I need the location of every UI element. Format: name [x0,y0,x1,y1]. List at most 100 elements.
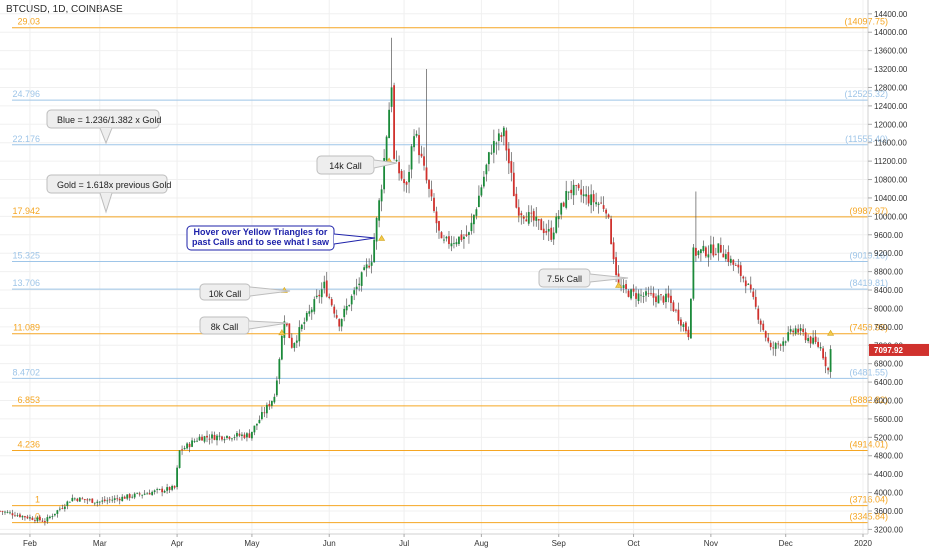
candle-body [21,515,24,518]
candle-body [777,343,780,345]
candle-body [300,324,303,330]
fib-level-price: (4914.01) [849,439,888,449]
candle-body [754,296,757,307]
candle-body [193,441,196,442]
candle-body [585,194,588,197]
candle-body [792,330,795,333]
candle-body [123,496,126,499]
candle-body [682,324,685,327]
grid-layer [0,0,868,534]
time-tick-label: Nov [704,539,718,548]
candle-body [827,367,829,371]
fib-level-ratio: 4.236 [17,439,40,449]
call-triangle-marker[interactable] [378,234,386,241]
candle-body [473,215,475,225]
candle-body [605,209,608,214]
candle-body [423,156,425,166]
candle-body [600,202,603,204]
candle-body [173,485,176,488]
candle-body [4,511,6,513]
candle-body [333,306,336,314]
candle-body [203,436,206,442]
candle-body [103,499,106,502]
candle-body [56,510,59,514]
time-tick-label: Jun [323,539,336,548]
candle-body [295,340,298,343]
candle-body [246,433,248,438]
candle-body [522,216,525,219]
candle-body [176,467,178,488]
candle-body [567,191,570,193]
candle-body [268,403,271,407]
candle-body [779,344,782,346]
candle-body [692,247,695,299]
candle-body [14,515,16,517]
price-tick-label: 6400.00 [874,378,903,387]
candle-body [495,142,498,144]
call-triangle-marker[interactable] [827,329,835,336]
candle-body [270,401,273,406]
candle-body [500,135,503,137]
candle-body [817,341,820,347]
candle-body [759,320,762,325]
price-tick-label: 10000.00 [874,212,908,221]
candle-body [223,439,226,441]
candle-body [81,498,84,500]
price-tick-label: 4400.00 [874,470,903,479]
price-tick-label: 11200.00 [874,157,907,166]
candle-body [809,336,812,344]
candle-body [420,153,423,157]
candle-body [310,309,313,313]
candle-body [440,232,443,239]
time-axis[interactable]: Feb Mar Apr May Jun Jul Aug Sep Oct Nov Dec 2020 [0,533,872,548]
price-axis[interactable]: 3200.00 3600.00 4000.00 4400.00 4800.00 5200.… [867,0,929,534]
price-tick-label: 12800.00 [874,83,908,92]
candle-body [490,152,493,154]
candle-body [632,288,635,292]
candle-body [595,202,598,205]
candle-body [308,311,311,314]
price-tick-label: 12000.00 [874,120,908,129]
candle-body [226,435,228,438]
candle-body [188,443,191,448]
fib-level-ratio: 13.706 [12,278,40,288]
call-10k-callout-pointer [249,286,291,297]
candle-body [365,264,368,269]
candle-body [315,295,318,298]
candle-body [675,309,677,311]
candle-body [183,448,186,450]
candle-body [572,184,575,196]
candle-body [680,319,682,326]
candle-body [370,262,373,266]
candle-body [687,329,690,338]
candle-body [48,516,51,518]
candle-body [46,517,49,522]
candle-body [158,489,161,490]
fib-level-price: (3716.04) [849,495,888,505]
candle-body [590,194,593,206]
blue-note-callout: Blue = 1.236/1.382 x Gold [46,109,161,145]
candle-body [540,219,543,231]
candle-body [707,254,710,258]
candle-body [717,243,720,253]
candle-body [814,336,817,343]
candle-body [146,493,149,495]
candle-body [744,280,747,287]
candle-body [512,172,515,197]
candle-body [53,513,56,516]
call-triangle-marker[interactable] [615,281,623,288]
candle-body [428,180,430,189]
call-triangle-marker[interactable] [278,329,286,336]
candle-body [477,195,480,208]
candle-body [762,323,765,330]
candle-body [418,135,420,156]
candle-body [582,194,585,197]
candle-body [655,296,657,302]
candle-body [86,499,89,501]
candle-body [186,443,188,449]
candle-body [101,500,104,502]
fib-level-ratio: 6.853 [17,395,40,405]
gold-note-callout: Gold = 1.618x previous Gold [46,174,171,214]
candle-body [560,203,563,215]
